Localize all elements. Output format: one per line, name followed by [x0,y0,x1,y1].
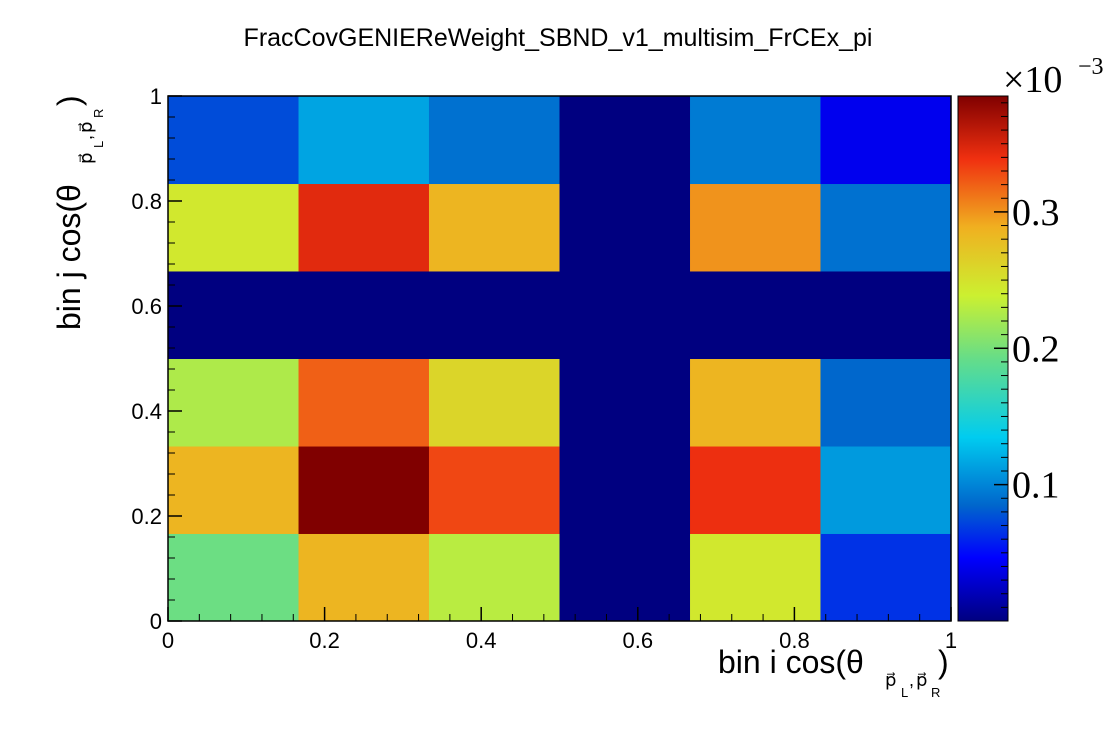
heatmap-cell [298,183,430,272]
x-axis: 0 0.2 0.4 0.6 0.8 1 [162,607,957,653]
heatmap-cell [428,96,560,185]
heatmap-cell [820,533,952,622]
x-tick-label: 0 [162,628,174,653]
heatmap-cell [168,183,300,272]
y-axis-label: bin j cos(θ p⃗ L , p⃗ R ) [51,95,106,330]
svg-text:L: L [901,685,908,700]
plot-frame [167,95,952,622]
y-tick-label: 0.8 [131,189,162,214]
heatmap-cell [298,270,430,359]
svg-text:): ) [938,644,949,680]
color-bar-tick-label: 0.2 [1012,328,1060,370]
svg-text:,: , [76,135,96,140]
x-tick-label: 0.2 [309,628,340,653]
heatmap-cell [168,446,300,534]
color-bar-tick-label: 0.3 [1012,192,1060,234]
heatmap-cell [820,446,952,534]
heatmap-cell [690,96,821,185]
x-tick-label: 0.4 [466,628,497,653]
y-axis: 0 0.2 0.4 0.6 0.8 1 [131,84,182,634]
y-tick-label: 0 [150,609,162,634]
heatmap-cell [298,533,430,622]
chart-title: FracCovGENIEReWeight_SBND_v1_multisim_Fr… [244,24,873,52]
svg-text:p⃗: p⃗ [916,670,927,690]
heatmap-cell [559,270,691,359]
svg-text:,: , [909,670,914,690]
heatmap-cell [298,96,430,185]
color-bar-tick-label: 0.1 [1012,465,1060,507]
svg-text:R: R [91,109,106,118]
heatmap-cell [428,270,560,359]
heatmap-cell [690,270,821,359]
svg-text:p⃗: p⃗ [76,122,96,133]
heatmap-cell [820,183,952,272]
heatmap-cell [559,183,691,272]
heatmap-cells [168,96,952,622]
svg-text:p⃗: p⃗ [76,153,96,164]
heatmap-cell [690,358,821,447]
svg-text:): ) [51,95,87,106]
heatmap-cell [559,533,691,622]
heatmap-cell [168,270,300,359]
heatmap-cell [559,96,691,185]
x-tick-label: 1 [945,628,957,653]
x-axis-label: bin i cos(θ p⃗ L , p⃗ R ) [718,644,949,700]
heatmap-cell [690,446,821,534]
heatmap-cell [690,533,821,622]
heatmap-cell [820,358,952,447]
svg-text:bin i cos(θ: bin i cos(θ [718,644,864,680]
y-tick-label: 0.4 [131,399,162,424]
svg-text:R: R [931,685,940,700]
heatmap-cell [168,96,300,185]
svg-text:bin j cos(θ: bin j cos(θ [51,184,87,330]
heatmap-cell [559,358,691,447]
heatmap-cell [820,270,952,359]
heatmap-cell [428,183,560,272]
heatmap-cell [428,533,560,622]
heatmap-cell [428,446,560,534]
heatmap-cell [298,446,430,534]
svg-text:−3: −3 [1078,54,1104,80]
color-bar [957,95,1009,622]
heatmap-cell [820,96,952,185]
y-tick-label: 1 [150,84,162,109]
heatmap-cell [690,183,821,272]
heatmap-cell [298,358,430,447]
y-tick-label: 0.6 [131,294,162,319]
svg-text:L: L [91,141,106,148]
heatmap-cell [559,446,691,534]
y-tick-label: 0.2 [131,504,162,529]
x-tick-label: 0.8 [779,628,810,653]
x-tick-label: 0.6 [623,628,654,653]
heatmap-cell [168,533,300,622]
heatmap-cell [168,358,300,447]
svg-text:p⃗: p⃗ [885,670,896,690]
color-bar-axis: 0.1 0.2 0.3 [994,102,1060,608]
color-bar-multiplier: ×10 −3 [1003,54,1104,101]
svg-text:×10: ×10 [1003,59,1062,101]
heatmap-cell [428,358,560,447]
